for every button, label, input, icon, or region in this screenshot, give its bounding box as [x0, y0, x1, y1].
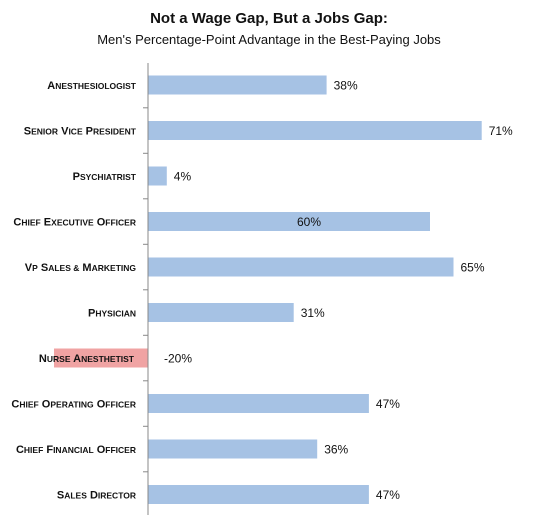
bar-anesthesiologist: [148, 75, 327, 95]
category-label-physician: PHYSICIAN: [88, 308, 136, 320]
bar-sales-director: [148, 485, 369, 504]
bar-nurse-anesthetist: [54, 348, 148, 368]
bar-chief-financial-officer: [148, 439, 318, 459]
category-label-chief-financial-officer: CHIEF FINANCIAL OFFICER: [16, 444, 136, 456]
bar-physician: [148, 303, 294, 322]
value-label-chief-executive-officer: 60%: [297, 215, 321, 229]
bar-vp-sales-marketing: [148, 257, 454, 277]
chart-title: Not a Wage Gap, But a Jobs Gap:: [150, 10, 388, 27]
value-label-nurse-anesthetist: -20%: [164, 352, 192, 366]
value-label-anesthesiologist: 38%: [334, 79, 358, 93]
value-label-senior-vice-president: 71%: [489, 124, 513, 138]
bar-psychiatrist: [148, 166, 167, 186]
value-label-sales-director: 47%: [376, 488, 400, 502]
category-label-sales-director: SALES DIRECTOR: [57, 490, 136, 502]
bar-chief-executive-officer: [148, 212, 430, 231]
category-label-psychiatrist: PSYCHIATRIST: [73, 171, 137, 183]
category-label-vp-sales-marketing: VP SALES & MARKETING: [25, 262, 137, 274]
category-label-nurse-anesthetist: NURSE ANESTHETIST: [39, 353, 135, 365]
bar-senior-vice-president: [148, 121, 482, 140]
category-label-chief-operating-officer: CHIEF OPERATING OFFICER: [11, 399, 136, 411]
category-label-anesthesiologist: ANESTHESIOLOGIST: [47, 80, 137, 92]
bar-chief-operating-officer: [148, 394, 369, 413]
value-label-vp-sales-marketing: 65%: [461, 261, 485, 275]
category-label-chief-executive-officer: CHIEF EXECUTIVE OFFICER: [13, 217, 136, 229]
value-label-physician: 31%: [301, 306, 325, 320]
value-label-chief-operating-officer: 47%: [376, 397, 400, 411]
value-label-psychiatrist: 4%: [174, 170, 192, 184]
value-label-chief-financial-officer: 36%: [324, 443, 348, 457]
category-label-senior-vice-president: SENIOR VICE PRESIDENT: [24, 126, 137, 138]
chart-subtitle: Men's Percentage-Point Advantage in the …: [97, 32, 441, 47]
